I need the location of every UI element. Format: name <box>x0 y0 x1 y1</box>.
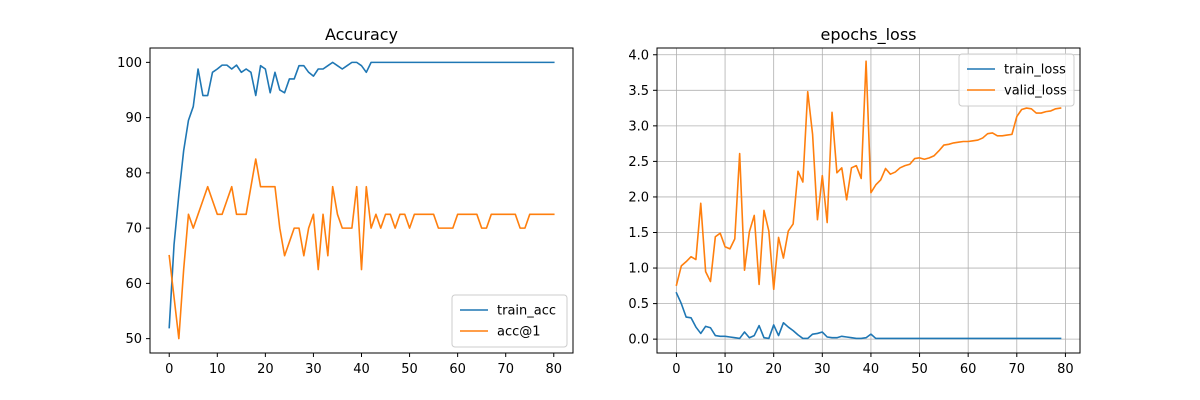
accuracy-legend: train_acc acc@1 <box>451 294 568 348</box>
epochs-loss-chart: epochs_loss 0 10 20 30 40 50 60 70 80 0.0 0.5 1.0 1.… <box>628 25 1081 377</box>
epochs-loss-y-tick-label: 1.0 <box>628 262 649 277</box>
epochs-loss-y-tick-label: 3.5 <box>628 84 649 99</box>
epochs-loss-x-tick-label: 10 <box>717 362 734 377</box>
accuracy-y-tick-label: 60 <box>125 277 142 292</box>
epochs-loss-x-tick-label: 80 <box>1057 362 1074 377</box>
epochs-loss-y-tick-label: 2.5 <box>628 155 649 170</box>
epochs-loss-x-tick-label: 0 <box>672 362 680 377</box>
epochs-loss-x-tick-label: 50 <box>911 362 928 377</box>
accuracy-chart-title: Accuracy <box>325 25 398 44</box>
epochs-loss-y-tick-label: 4.0 <box>628 48 649 63</box>
legend-label-train-acc: train_acc <box>497 304 556 319</box>
accuracy-y-tick-label: 70 <box>125 222 142 237</box>
accuracy-x-tick-label: 20 <box>257 362 274 377</box>
epochs-loss-y-tick-label: 1.5 <box>628 226 649 241</box>
epochs-loss-x-tick-label: 60 <box>960 362 977 377</box>
accuracy-y-tick-label: 80 <box>125 166 142 181</box>
epochs-loss-y-tick-label: 0.5 <box>628 297 649 312</box>
accuracy-y-tick-label: 50 <box>125 332 142 347</box>
accuracy-y-tick-label: 100 <box>117 56 142 71</box>
accuracy-x-tick-label: 0 <box>165 362 173 377</box>
accuracy-x-tick-label: 60 <box>449 362 466 377</box>
epochs-loss-legend-frame <box>958 53 1075 107</box>
accuracy-x-tick-label: 50 <box>401 362 418 377</box>
epochs-loss-chart-title: epochs_loss <box>821 25 917 45</box>
accuracy-x-tick-label: 30 <box>305 362 322 377</box>
accuracy-legend-frame <box>451 294 568 348</box>
epochs-loss-x-tick-label: 30 <box>814 362 831 377</box>
series-line-train-acc <box>168 61 555 329</box>
accuracy-y-tick-label: 90 <box>125 111 142 126</box>
legend-label-train-loss: train_loss <box>1004 63 1066 78</box>
legend-label-valid-loss: valid_loss <box>1004 84 1067 99</box>
epochs-loss-plot-frame <box>656 47 1081 354</box>
epochs-loss-x-tick-label: 40 <box>863 362 880 377</box>
series-line-acc-1 <box>168 158 555 340</box>
series-line-train-loss <box>675 291 1062 340</box>
accuracy-chart: Accuracy 0 10 20 30 40 50 60 70 805060708090100 … <box>117 25 574 377</box>
epochs-loss-y-tick-label: 2.0 <box>628 190 649 205</box>
epochs-loss-legend: train_loss valid_loss <box>958 53 1075 107</box>
accuracy-x-tick-label: 80 <box>545 362 562 377</box>
series-line-valid-loss <box>675 60 1062 291</box>
epochs-loss-x-tick-label: 20 <box>765 362 782 377</box>
legend-label-acc-1: acc@1 <box>497 325 541 340</box>
accuracy-x-tick-label: 40 <box>353 362 370 377</box>
accuracy-x-tick-label: 10 <box>209 362 226 377</box>
accuracy-x-tick-label: 70 <box>497 362 514 377</box>
epochs-loss-y-tick-label: 0.0 <box>628 333 649 348</box>
epochs-loss-x-tick-label: 70 <box>1009 362 1026 377</box>
epochs-loss-y-tick-label: 3.0 <box>628 119 649 134</box>
